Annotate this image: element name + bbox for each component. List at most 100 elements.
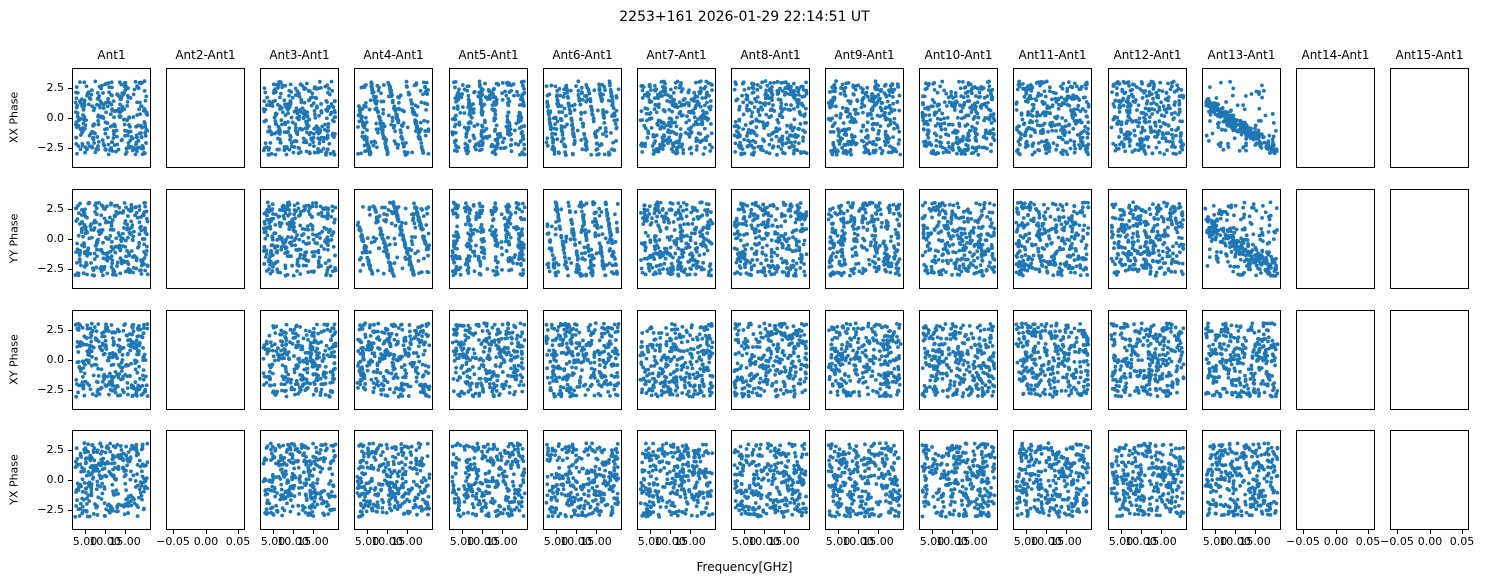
- x-tick-label: 15.00: [956, 535, 988, 548]
- x-tick-label: 0.05: [225, 535, 251, 548]
- column-title-ant13-ant1: Ant13-Ant1: [1207, 48, 1276, 62]
- subplot-yy-ant14-ant1: [1296, 189, 1375, 289]
- x-axis-label: Frequency[GHz]: [696, 560, 793, 574]
- x-tick: [1121, 530, 1122, 534]
- subplot-yy-ant8-ant1: [731, 189, 810, 289]
- subplot-yy-ant10-ant1: [919, 189, 998, 289]
- x-tick: [972, 530, 973, 534]
- x-tick: [1026, 530, 1027, 534]
- x-tick-label: 15.00: [391, 535, 423, 548]
- x-tick: [1215, 530, 1216, 534]
- scatter-canvas-xx-ant5-ant1: [450, 69, 527, 167]
- subplot-xy-ant5-ant1: [449, 310, 528, 410]
- x-tick-label: 10.00: [936, 535, 968, 548]
- subplot-yx-ant1: [72, 430, 151, 530]
- y-tick-label: 0.0: [46, 232, 65, 245]
- subplot-xx-ant6-ant1: [543, 68, 622, 168]
- subplot-xy-ant15-ant1: [1390, 310, 1469, 410]
- x-tick: [690, 530, 691, 534]
- x-tick-label: 5.00: [543, 535, 569, 548]
- y-tick: [68, 450, 72, 451]
- y-tick: [68, 390, 72, 391]
- x-tick-label: −0.05: [156, 535, 190, 548]
- x-tick-label: 5.00: [354, 535, 380, 548]
- x-tick: [387, 530, 388, 534]
- x-tick: [932, 530, 933, 534]
- x-tick-label: 0.05: [1449, 535, 1475, 548]
- x-tick-label: 15.00: [580, 535, 612, 548]
- subplot-xy-ant14-ant1: [1296, 310, 1375, 410]
- x-tick: [313, 530, 314, 534]
- subplot-xx-ant9-ant1: [825, 68, 904, 168]
- x-tick-label: 10.00: [842, 535, 874, 548]
- x-tick: [482, 530, 483, 534]
- x-tick: [670, 530, 671, 534]
- scatter-canvas-yx-ant4-ant1: [355, 431, 432, 529]
- x-tick-label: 5.00: [72, 535, 98, 548]
- x-tick: [1336, 530, 1337, 534]
- x-tick: [596, 530, 597, 534]
- row-label-yx-phase: YX Phase: [7, 454, 21, 505]
- x-tick: [1046, 530, 1047, 534]
- subplot-xy-ant11-ant1: [1013, 310, 1092, 410]
- scatter-canvas-xx-ant6-ant1: [544, 69, 621, 167]
- x-tick: [407, 530, 408, 534]
- y-tick-label: −2.5: [37, 141, 64, 154]
- subplot-xx-ant15-ant1: [1390, 68, 1469, 168]
- subplot-yx-ant10-ant1: [919, 430, 998, 530]
- x-tick-label: 0.00: [1417, 535, 1443, 548]
- subplot-xy-ant6-ant1: [543, 310, 622, 410]
- scatter-canvas-yy-ant6-ant1: [544, 190, 621, 288]
- subplot-xx-ant10-ant1: [919, 68, 998, 168]
- scatter-canvas-yx-ant3-ant1: [261, 431, 338, 529]
- y-tick: [68, 88, 72, 89]
- x-tick: [1430, 530, 1431, 534]
- x-tick-label: 5.00: [449, 535, 475, 548]
- scatter-canvas-xy-ant8-ant1: [732, 311, 809, 409]
- x-tick: [1368, 530, 1369, 534]
- subplot-xx-ant11-ant1: [1013, 68, 1092, 168]
- scatter-canvas-yy-ant4-ant1: [355, 190, 432, 288]
- x-tick: [1462, 530, 1463, 534]
- subplot-yy-ant13-ant1: [1202, 189, 1281, 289]
- y-tick: [68, 118, 72, 119]
- column-title-ant4-ant1: Ant4-Ant1: [363, 48, 424, 62]
- x-tick: [462, 530, 463, 534]
- scatter-canvas-yx-ant12-ant1: [1109, 431, 1186, 529]
- x-tick-label: 15.00: [768, 535, 800, 548]
- subplot-xy-ant9-ant1: [825, 310, 904, 410]
- scatter-canvas-xy-ant9-ant1: [826, 311, 903, 409]
- x-tick-label: −0.05: [1380, 535, 1414, 548]
- x-tick-label: 10.00: [1125, 535, 1157, 548]
- x-tick: [173, 530, 174, 534]
- subplot-xy-ant12-ant1: [1108, 310, 1187, 410]
- row-label-yy-phase: YY Phase: [7, 213, 21, 264]
- x-tick-label: 5.00: [919, 535, 945, 548]
- y-tick-label: 0.0: [46, 473, 65, 486]
- x-tick-label: 5.00: [260, 535, 286, 548]
- x-tick: [1397, 530, 1398, 534]
- scatter-canvas-xx-ant7-ant1: [638, 69, 715, 167]
- column-title-ant2-ant1: Ant2-Ant1: [175, 48, 236, 62]
- subplot-yx-ant9-ant1: [825, 430, 904, 530]
- y-tick: [68, 360, 72, 361]
- column-title-ant3-ant1: Ant3-Ant1: [269, 48, 330, 62]
- subplot-xy-ant10-ant1: [919, 310, 998, 410]
- y-tick: [68, 330, 72, 331]
- figure-title: 2253+161 2026-01-29 22:14:51 UT: [619, 9, 870, 25]
- column-title-ant14-ant1: Ant14-Ant1: [1301, 48, 1370, 62]
- x-tick-label: 5.00: [637, 535, 663, 548]
- scatter-canvas-yx-ant7-ant1: [638, 431, 715, 529]
- subplot-yx-ant5-ant1: [449, 430, 528, 530]
- x-tick-label: 10.00: [654, 535, 686, 548]
- column-title-ant9-ant1: Ant9-Ant1: [834, 48, 895, 62]
- scatter-canvas-yy-ant11-ant1: [1014, 190, 1091, 288]
- scatter-canvas-xx-ant8-ant1: [732, 69, 809, 167]
- scatter-canvas-xx-ant12-ant1: [1109, 69, 1186, 167]
- x-tick-label: 15.00: [1145, 535, 1177, 548]
- subplot-xy-ant4-ant1: [354, 310, 433, 410]
- column-title-ant12-ant1: Ant12-Ant1: [1113, 48, 1182, 62]
- subplot-yy-ant9-ant1: [825, 189, 904, 289]
- subplot-yx-ant4-ant1: [354, 430, 433, 530]
